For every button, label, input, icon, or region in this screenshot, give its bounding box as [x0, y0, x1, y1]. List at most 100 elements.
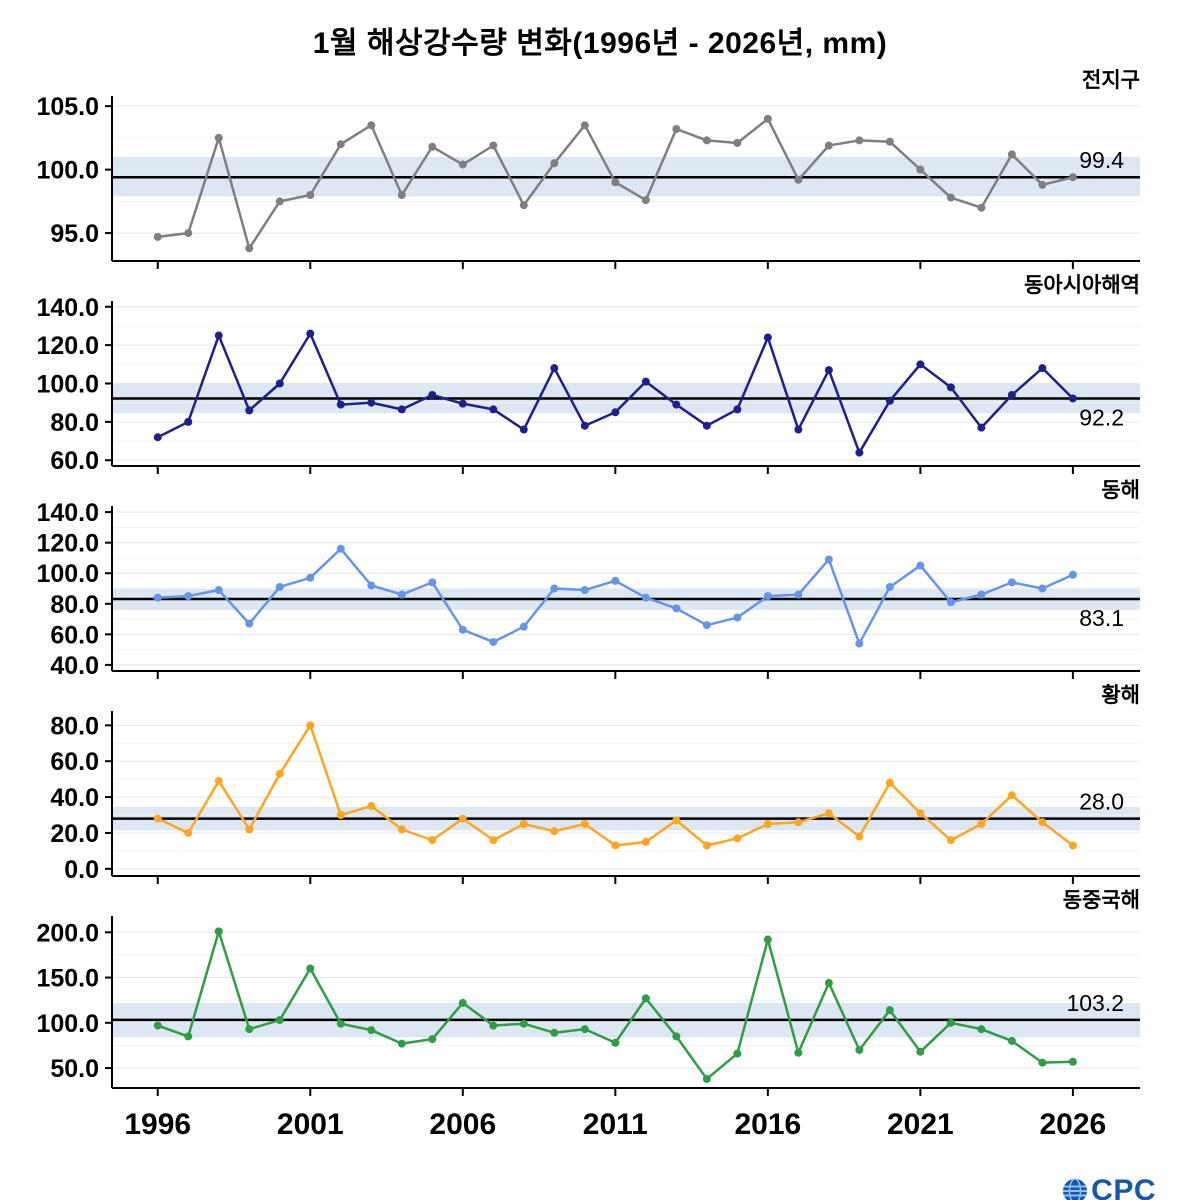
data-point — [824, 366, 833, 375]
data-point — [1038, 1058, 1047, 1067]
data-point — [1038, 818, 1047, 827]
data-point — [1038, 584, 1047, 593]
data-point — [702, 1074, 711, 1083]
panel-label: 동아시아해역 — [1024, 274, 1140, 297]
data-point — [885, 778, 894, 787]
data-point — [763, 819, 772, 828]
data-point — [1068, 1057, 1077, 1066]
data-point — [1038, 364, 1047, 373]
data-point — [1038, 180, 1047, 189]
data-point — [550, 1028, 559, 1037]
data-point — [336, 140, 345, 149]
data-point — [763, 114, 772, 123]
data-point — [428, 836, 437, 845]
data-point — [733, 1049, 742, 1058]
data-point — [580, 819, 589, 828]
data-point — [397, 590, 406, 599]
data-point — [855, 639, 864, 648]
y-tick-label: 0.0 — [64, 856, 99, 884]
data-point — [184, 828, 193, 837]
data-point — [397, 1039, 406, 1048]
data-point — [733, 138, 742, 147]
data-point — [611, 408, 620, 417]
data-point — [763, 935, 772, 944]
data-point — [153, 232, 162, 241]
y-tick-label: 20.0 — [50, 820, 99, 848]
data-point — [824, 809, 833, 818]
data-point — [1007, 150, 1016, 159]
data-point — [794, 425, 803, 434]
data-point — [184, 229, 193, 238]
data-point — [977, 423, 986, 432]
y-tick-label: 95.0 — [50, 220, 99, 248]
data-point — [428, 391, 437, 400]
y-tick-label: 40.0 — [50, 784, 99, 812]
mean-value-label: 99.4 — [1079, 147, 1124, 173]
data-point — [184, 417, 193, 426]
data-point — [519, 201, 528, 210]
panel-yellow-sea: 0.0 20.0 40.0 60.0 80.0 황해 28.0 — [50, 684, 1140, 884]
data-point — [672, 816, 681, 825]
data-point — [1007, 578, 1016, 587]
panel-global: 95.0 100.0 105.0 전지구 99.4 — [36, 69, 1140, 269]
data-point — [580, 421, 589, 430]
data-point — [916, 1047, 925, 1056]
data-point — [367, 581, 376, 590]
y-tick-label: 140.0 — [36, 294, 99, 322]
data-point — [672, 125, 681, 133]
data-point — [245, 244, 254, 253]
data-point — [489, 141, 498, 150]
y-tick-label: 60.0 — [50, 621, 99, 649]
data-point — [1068, 394, 1077, 403]
data-point — [1007, 791, 1016, 800]
data-point — [428, 142, 437, 151]
data-point — [702, 841, 711, 850]
panel-east-asia-seas: 60.0 80.0 100.0 120.0 140.0 동아시아해역 92.2 — [36, 274, 1140, 475]
data-point — [489, 1021, 498, 1030]
data-point — [214, 586, 223, 595]
data-point — [336, 1019, 345, 1028]
y-tick-label: 100.0 — [36, 1010, 99, 1038]
data-point — [336, 400, 345, 409]
data-point — [306, 964, 315, 973]
data-point — [153, 814, 162, 823]
y-tick-label: 80.0 — [50, 712, 99, 740]
data-point — [611, 178, 620, 187]
data-point — [580, 1025, 589, 1034]
data-point — [977, 590, 986, 599]
mean-value-label: 103.2 — [1066, 990, 1124, 1016]
data-point — [611, 1038, 620, 1047]
y-tick-label: 100.0 — [36, 560, 99, 588]
data-point — [1007, 391, 1016, 400]
y-tick-label: 50.0 — [50, 1055, 99, 1083]
data-point — [306, 573, 315, 582]
data-point — [1068, 841, 1077, 850]
data-point — [153, 593, 162, 602]
data-point — [275, 582, 284, 591]
data-point — [641, 196, 650, 205]
x-tick-label: 2011 — [583, 1108, 648, 1141]
data-point — [977, 1025, 986, 1034]
data-point — [794, 818, 803, 827]
x-tick-label: 2016 — [734, 1108, 801, 1141]
data-point — [275, 197, 284, 206]
data-point — [641, 837, 650, 846]
data-point — [519, 622, 528, 631]
panel-label: 동중국해 — [1063, 889, 1140, 912]
mean-value-label: 83.1 — [1079, 605, 1124, 631]
data-point — [397, 191, 406, 199]
data-point — [733, 834, 742, 843]
data-point — [489, 405, 498, 414]
data-point — [336, 811, 345, 820]
data-point — [916, 360, 925, 369]
y-tick-label: 120.0 — [36, 530, 99, 558]
data-point — [733, 613, 742, 622]
data-point — [458, 399, 467, 408]
mean-value-label: 28.0 — [1079, 789, 1124, 815]
y-tick-label: 60.0 — [50, 447, 99, 475]
data-point — [458, 998, 467, 1007]
data-point — [336, 544, 345, 553]
y-tick-label: 80.0 — [50, 591, 99, 619]
data-point — [824, 555, 833, 564]
data-point — [946, 598, 955, 607]
